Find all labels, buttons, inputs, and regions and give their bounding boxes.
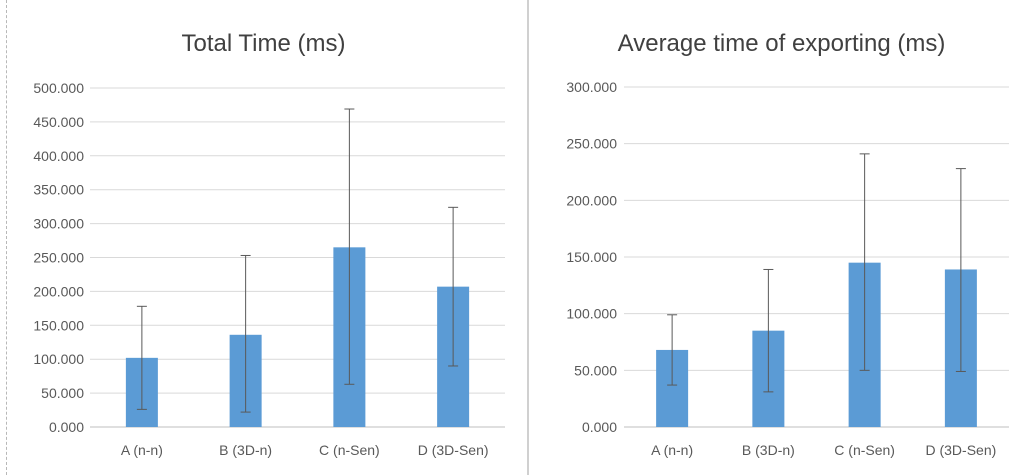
x-tick-label: D (3D-Sen) xyxy=(925,442,996,458)
x-tick-label: B (3D-n) xyxy=(742,442,795,458)
x-tick-label: A (n-n) xyxy=(121,442,163,458)
chart-title: Total Time (ms) xyxy=(181,30,346,57)
panel-left-border xyxy=(6,0,7,475)
x-tick-label: C (n-Sen) xyxy=(834,442,895,458)
y-tick-label: 450.000 xyxy=(33,114,84,130)
chart-title: Average time of exporting (ms) xyxy=(617,30,946,57)
x-tick-label: C (n-Sen) xyxy=(319,442,380,458)
x-tick-label: A (n-n) xyxy=(651,442,693,458)
y-tick-label: 300.000 xyxy=(33,216,84,232)
y-tick-label: 300.000 xyxy=(566,79,617,95)
y-tick-label: 500.000 xyxy=(33,80,84,96)
panel-divider xyxy=(527,0,529,475)
y-tick-label: 250.000 xyxy=(33,250,84,266)
y-tick-label: 400.000 xyxy=(33,148,84,164)
y-tick-label: 150.000 xyxy=(566,249,617,265)
x-tick-label: B (3D-n) xyxy=(219,442,272,458)
y-tick-label: 0.000 xyxy=(49,419,84,435)
y-tick-label: 50.000 xyxy=(574,362,617,378)
x-tick-label: D (3D-Sen) xyxy=(418,442,489,458)
y-tick-label: 100.000 xyxy=(33,351,84,367)
bar-chart-total-time: 0.000 50.000 100.000 150.000 200.000 250.000 3… xyxy=(33,80,505,458)
y-tick-label: 250.000 xyxy=(566,136,617,152)
y-tick-label: 50.000 xyxy=(41,385,84,401)
y-tick-label: 350.000 xyxy=(33,182,84,198)
y-tick-label: 150.000 xyxy=(33,317,84,333)
bar-chart-export-time: 0.000 50.000 100.000 150.000 200.000 250.000 3… xyxy=(566,79,1009,458)
chart-panel-total-time: Total Time (ms) 0.000 50.000 100.000 150.00… xyxy=(6,0,505,475)
y-tick-label: 200.000 xyxy=(33,283,84,299)
y-tick-label: 0.000 xyxy=(582,419,617,435)
y-tick-label: 200.000 xyxy=(566,192,617,208)
y-tick-label: 100.000 xyxy=(566,306,617,322)
chart-panel-export-time: Average time of exporting (ms) 0.000 50.0… xyxy=(529,0,1034,475)
